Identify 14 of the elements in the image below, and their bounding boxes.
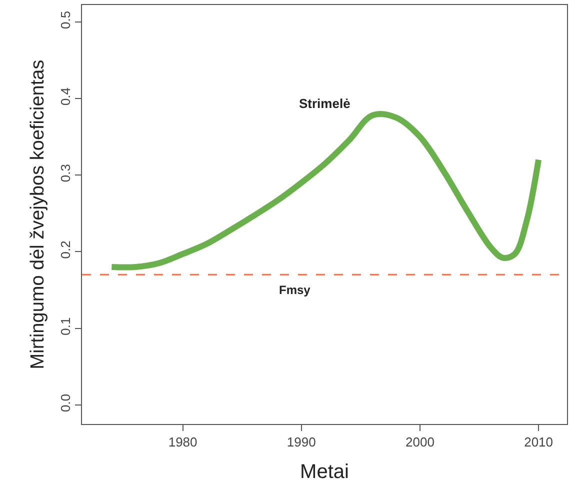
x-tick-label: 1990 [286, 434, 316, 450]
x-tick-label: 2000 [406, 434, 434, 450]
x-tick-label: 2010 [524, 434, 553, 450]
series-label: Strimelė [299, 96, 350, 111]
x-tick-label: 1980 [168, 434, 198, 450]
y-tick-label: 0.2 [58, 240, 73, 259]
y-axis-title: Mirtingumo dėl žvejybos koeficientas [28, 60, 49, 370]
y-tick-label: 0.4 [58, 87, 73, 106]
y-tick-label: 0.0 [58, 394, 73, 412]
y-tick-label: 0.1 [58, 317, 73, 336]
y-tick-label: 0.5 [58, 10, 73, 29]
ref-line-label: Fmsy [279, 283, 311, 297]
x-axis-title: Metai [300, 461, 349, 484]
y-tick-label: 0.3 [58, 164, 73, 182]
